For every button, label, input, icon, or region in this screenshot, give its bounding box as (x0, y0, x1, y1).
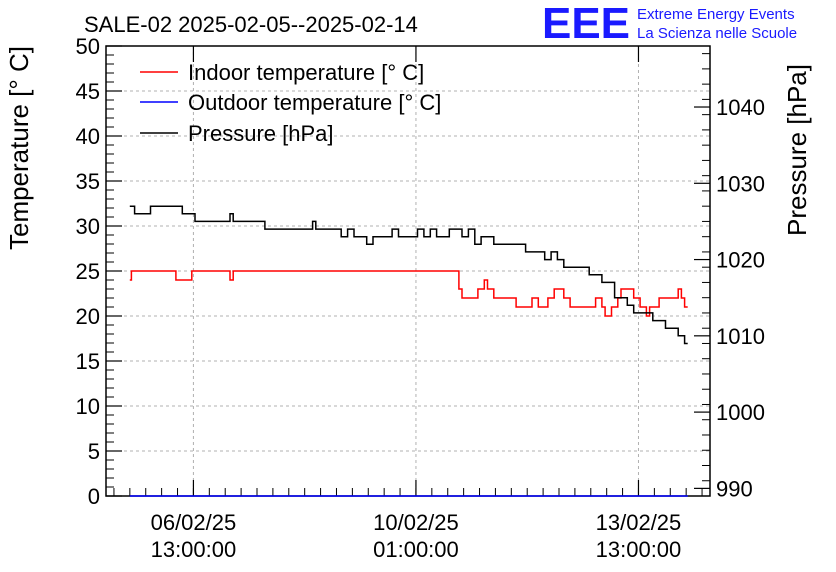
data-series (129, 205, 688, 497)
x-tick-label-time: 13:00:00 (596, 537, 682, 562)
y-tick-label: 30 (76, 214, 100, 239)
y-tick-label: 10 (76, 394, 100, 419)
y-tick-label: 45 (76, 79, 100, 104)
eee-logo-mark: EEE (542, 0, 630, 48)
left-axis-tick-labels: 0 5 10 15 20 25 30 35 40 45 50 (76, 34, 100, 509)
y-tick-label: 15 (76, 349, 100, 374)
y-tick-label: 50 (76, 34, 100, 59)
y2-tick-label: 1000 (716, 400, 765, 425)
chart-title: SALE-02 2025-02-05--2025-02-14 (84, 12, 418, 37)
y-tick-label: 5 (88, 439, 100, 464)
x-tick-label-date: 06/02/25 (151, 510, 237, 535)
legend: Indoor temperature [° C] Outdoor tempera… (140, 60, 441, 146)
logo-line2: La Scienza nelle Scuole (637, 25, 797, 42)
legend-label-indoor: Indoor temperature [° C] (188, 60, 424, 85)
y-tick-label: 35 (76, 169, 100, 194)
right-axis-tick-labels: 990 1000 1010 1020 1030 1040 (716, 95, 765, 501)
y2-tick-label: 1010 (716, 324, 765, 349)
series-line-indoor (129, 270, 688, 317)
axis-ticks (106, 45, 710, 497)
y-tick-label: 0 (88, 484, 100, 509)
legend-label-outdoor: Outdoor temperature [° C] (188, 90, 441, 115)
y2-tick-label: 1020 (716, 248, 765, 273)
x-tick-label-time: 01:00:00 (373, 537, 459, 562)
left-axis-label: Temperature [° C] (4, 46, 34, 250)
x-axis-tick-labels: 06/02/2513:00:0010/02/2501:00:0013/02/25… (151, 510, 682, 562)
x-tick-label-date: 10/02/25 (373, 510, 459, 535)
y-tick-label: 25 (76, 259, 100, 284)
x-tick-label-time: 13:00:00 (151, 537, 237, 562)
eee-logo: EEE Extreme Energy Events La Scienza nel… (542, 0, 797, 48)
series-line-pressure (129, 205, 688, 345)
right-axis-label: Pressure [hPa] (782, 64, 812, 236)
y2-tick-label: 1040 (716, 95, 765, 120)
y2-tick-label: 1030 (716, 171, 765, 196)
x-tick-label-date: 13/02/25 (596, 510, 682, 535)
logo-line1: Extreme Energy Events (637, 6, 795, 23)
y-tick-label: 40 (76, 124, 100, 149)
legend-label-pressure: Pressure [hPa] (188, 121, 334, 146)
y-tick-label: 20 (76, 304, 100, 329)
y2-tick-label: 990 (716, 476, 753, 501)
